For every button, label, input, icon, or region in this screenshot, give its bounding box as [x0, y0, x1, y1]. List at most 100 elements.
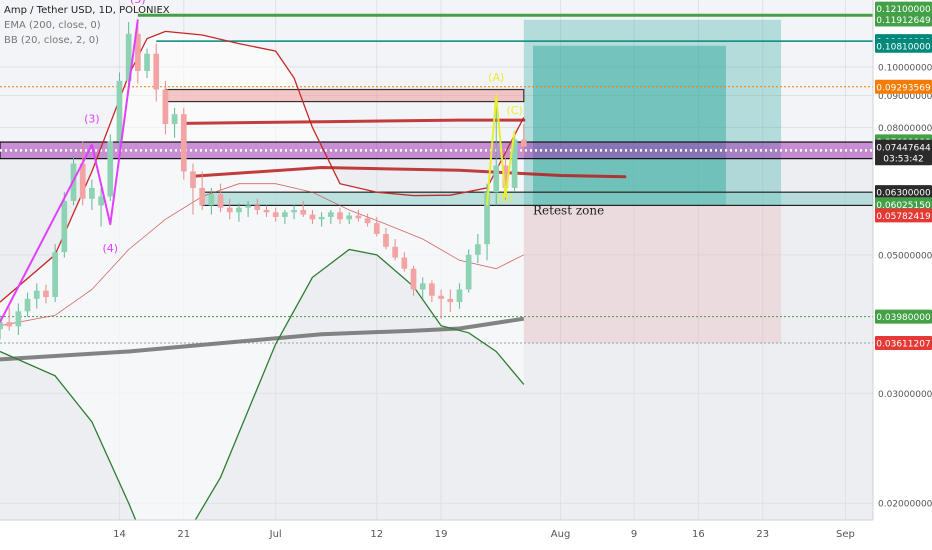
candle	[520, 124, 527, 156]
candle-body	[162, 89, 169, 125]
price-label-box	[875, 38, 932, 53]
candle	[61, 192, 68, 258]
candle	[438, 289, 444, 319]
candle-body	[346, 215, 353, 220]
candle	[15, 303, 22, 335]
price-label: 0.03980000	[875, 309, 932, 324]
bb-basis-line	[0, 183, 524, 327]
candle-body	[392, 246, 398, 258]
candle-body	[502, 165, 509, 188]
candle-body	[0, 322, 3, 330]
candle-body	[254, 205, 261, 210]
annotation-label: (4)	[102, 242, 118, 255]
price-label-box	[875, 79, 932, 94]
price-label: 0.06025150	[875, 197, 932, 212]
candle-body	[89, 187, 95, 199]
price-axis-ticks: 0.10000000 0.09000000 0.08000000 0.05000000…	[878, 63, 932, 509]
price-label-box	[875, 151, 932, 166]
candle	[217, 183, 224, 213]
horizontal-lines	[0, 13, 873, 344]
annotation-label: Retest zone	[533, 204, 604, 218]
price-label-box	[875, 139, 932, 154]
price-label-box	[875, 185, 932, 200]
candle-body	[475, 244, 481, 255]
trend-line	[191, 165, 627, 179]
candle	[245, 200, 251, 217]
candle-body	[217, 194, 224, 208]
candle-body	[134, 33, 141, 72]
candle-body	[272, 212, 279, 217]
price-label: 0.12100000	[875, 1, 932, 16]
candle-body	[263, 209, 270, 213]
candle	[33, 283, 40, 309]
candle-body	[226, 207, 233, 213]
candle	[300, 200, 307, 217]
candle	[364, 213, 371, 227]
trend-line	[182, 118, 526, 125]
price-tick-label: 0.09000000	[878, 92, 932, 102]
candle	[98, 187, 104, 227]
price-label: 0.07447644	[875, 139, 932, 154]
candle-body	[383, 233, 389, 247]
candle-body	[107, 141, 114, 197]
candle-body	[282, 212, 288, 217]
zones	[0, 19, 874, 344]
price-labels: 0.121000000.119126490.110000900.10810000…	[875, 1, 932, 351]
time-tick-label: 21	[177, 529, 190, 540]
price-label-text: 0.06025150	[876, 201, 931, 211]
candle-body	[401, 257, 408, 269]
candle	[383, 228, 389, 250]
candle	[282, 209, 288, 225]
ema-indicator-label[interactable]: EMA (200, close, 0)	[4, 20, 101, 31]
time-axis-ticks: 14 21 Jul 12 19 Aug 9 16 23 Sep	[113, 529, 855, 540]
candle	[475, 233, 481, 264]
candle-body	[15, 311, 22, 327]
candle	[410, 265, 417, 296]
annotations: (5) (3) (4) (A) (C) (B) Retest zone	[84, 0, 604, 255]
candle-body	[153, 53, 160, 90]
price-label-text: 0.09293569	[876, 83, 931, 93]
candle-body	[190, 171, 196, 188]
candle	[465, 249, 472, 293]
price-label: 0.03611207	[875, 336, 932, 351]
candle-body	[327, 212, 334, 217]
candle	[429, 280, 435, 303]
price-label: 0.09293569	[875, 79, 932, 94]
candle-body	[484, 192, 490, 245]
candle-body	[355, 215, 362, 219]
candle-body	[373, 223, 380, 234]
candle	[263, 205, 270, 217]
candle-body	[419, 283, 426, 290]
candle-body	[447, 298, 454, 303]
price-label-text: 0.05782419	[876, 212, 931, 222]
price-tick-label: 0.08000000	[878, 124, 932, 134]
candle	[190, 163, 196, 215]
time-tick-label: 14	[113, 529, 126, 540]
candle-body	[98, 196, 104, 206]
price-label-text: 0.07447644	[876, 143, 931, 153]
time-tick-label: 12	[370, 529, 383, 540]
candle-body	[309, 214, 316, 220]
candle-body	[318, 216, 325, 220]
candle-body	[456, 289, 463, 303]
candle	[199, 171, 206, 210]
candle-body	[43, 290, 49, 297]
candle	[79, 141, 86, 206]
target-zone-inner	[532, 45, 726, 206]
candle	[180, 107, 187, 180]
candle-body	[125, 33, 132, 81]
candle	[144, 48, 150, 78]
candle-body	[144, 53, 150, 72]
candle	[401, 252, 408, 272]
price-tick-label: 0.10000000	[878, 63, 932, 73]
candle	[392, 239, 398, 261]
symbol-title: Amp / Tether USD, 1D, POLONIEX	[4, 5, 170, 16]
price-label-text: 0.03980000	[876, 313, 931, 323]
candle-body	[511, 139, 518, 188]
candle-body	[291, 209, 297, 213]
candle-body	[245, 205, 251, 208]
bb-indicator-label[interactable]: BB (20, close, 2, 0)	[4, 35, 99, 46]
time-axis	[0, 520, 932, 550]
